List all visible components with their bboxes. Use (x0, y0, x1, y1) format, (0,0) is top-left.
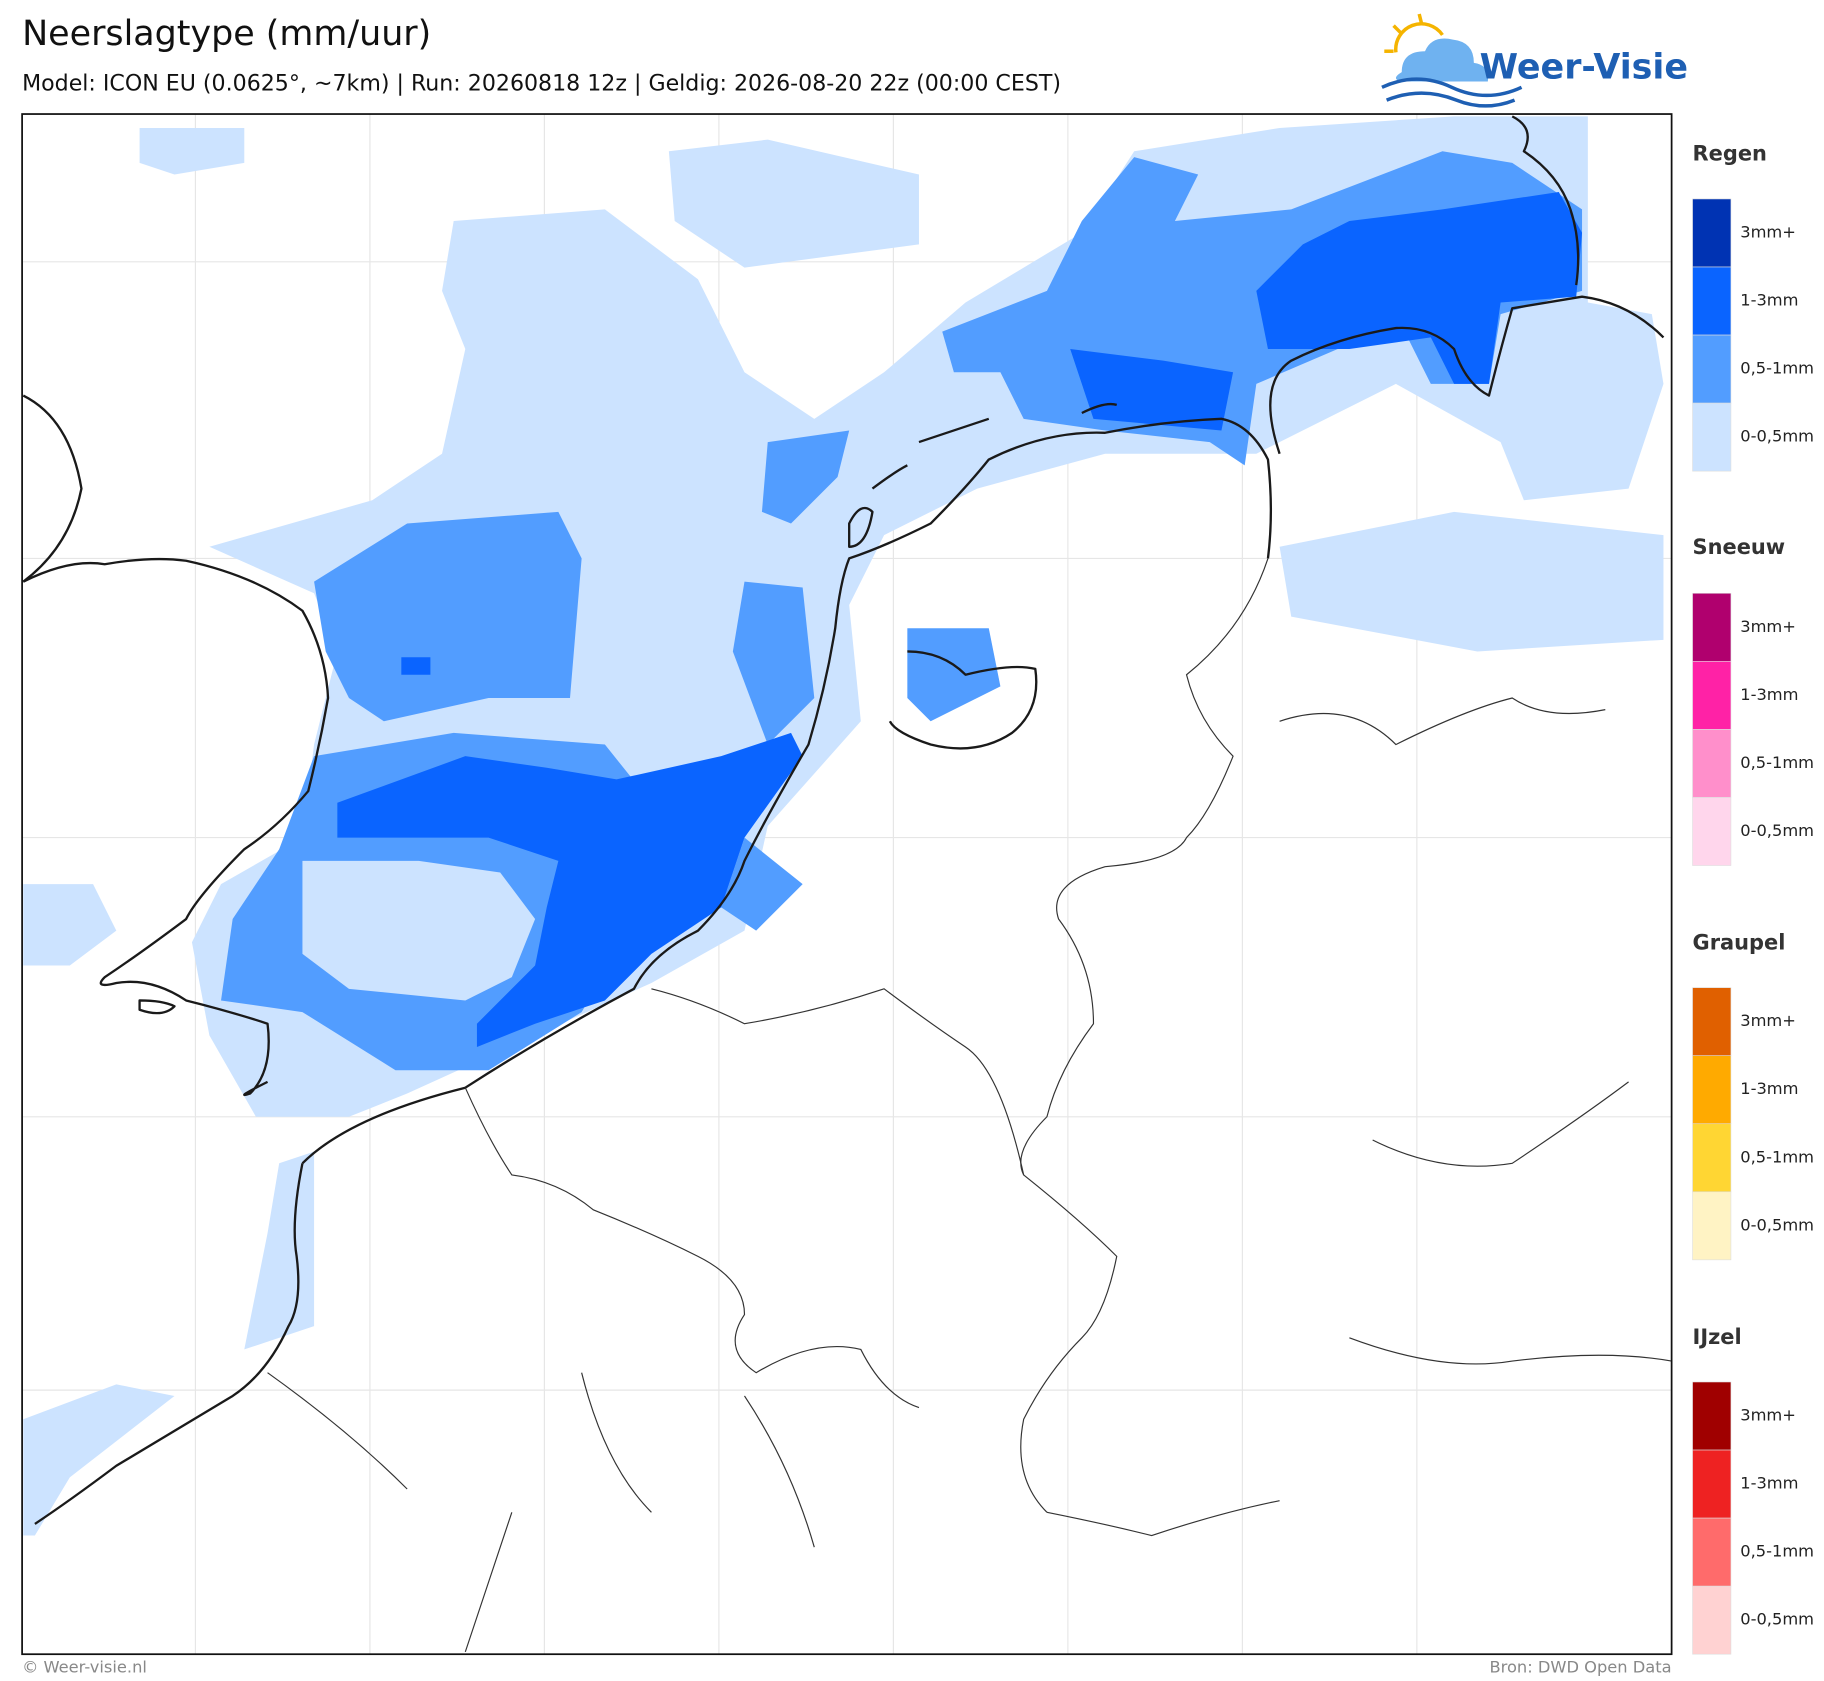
legend-swatch (1692, 402, 1732, 472)
coastlines (22, 115, 1665, 1525)
borders (267, 558, 1672, 1653)
legend-swatch (1692, 593, 1732, 662)
legend-label: 3mm+ (1740, 222, 1796, 241)
legend-swatch (1692, 797, 1732, 866)
legend-title: Sneeuw (1693, 535, 1786, 559)
legend-swatch (1692, 987, 1732, 1056)
legend-label: 3mm+ (1740, 1406, 1796, 1425)
legend-swatch (1692, 266, 1732, 336)
logo: Weer-Visie (1381, 13, 1688, 108)
legend-swatch (1692, 334, 1732, 404)
legend-label: 1-3mm (1740, 1474, 1798, 1493)
legend-label: 3mm+ (1740, 617, 1796, 636)
legend-swatch (1692, 1517, 1732, 1587)
legend-title: Regen (1693, 142, 1767, 166)
legend-label: 0,5-1mm (1740, 1542, 1814, 1561)
legend-swatch (1692, 661, 1732, 730)
legend-title: IJzel (1693, 1325, 1742, 1349)
legend-label: 1-3mm (1740, 1079, 1798, 1098)
legend-swatch (1692, 1191, 1732, 1261)
legend-label: 0,5-1mm (1740, 359, 1814, 378)
legend-label: 0,5-1mm (1740, 753, 1814, 772)
legend-swatch (1692, 1381, 1732, 1451)
map (21, 113, 1673, 1656)
legend-title: Graupel (1693, 930, 1786, 954)
legend-label: 1-3mm (1740, 685, 1798, 704)
legend-label: 3mm+ (1740, 1011, 1796, 1030)
legend-label: 0-0,5mm (1740, 427, 1814, 446)
legend-swatch (1692, 1585, 1732, 1655)
legend-label: 1-3mm (1740, 291, 1798, 310)
subtitle: Model: ICON EU (0.0625°, ~7km) | Run: 20… (22, 70, 1061, 96)
map-frame (21, 113, 1673, 1656)
footer-left: © Weer-visie.nl (22, 1658, 147, 1677)
title: Neerslagtype (mm/uur) (22, 14, 431, 54)
legend-swatch (1692, 1449, 1732, 1519)
legend-swatch (1692, 1055, 1732, 1125)
legend-label: 0-0,5mm (1740, 1215, 1814, 1234)
logo-text: Weer-Visie (1480, 48, 1688, 88)
legend: Regen 3mm+ 1-3mm 0,5-1mm 0-0,5mm Sneeuw 3mm+ 1-… (1692, 142, 1814, 1655)
legend-swatch (1692, 198, 1732, 268)
footer-right: Bron: DWD Open Data (1489, 1658, 1671, 1677)
legend-swatch (1692, 1123, 1732, 1193)
legend-label: 0-0,5mm (1740, 821, 1814, 840)
legend-swatch (1692, 729, 1732, 798)
legend-label: 0,5-1mm (1740, 1147, 1814, 1166)
legend-label: 0-0,5mm (1740, 1610, 1814, 1629)
